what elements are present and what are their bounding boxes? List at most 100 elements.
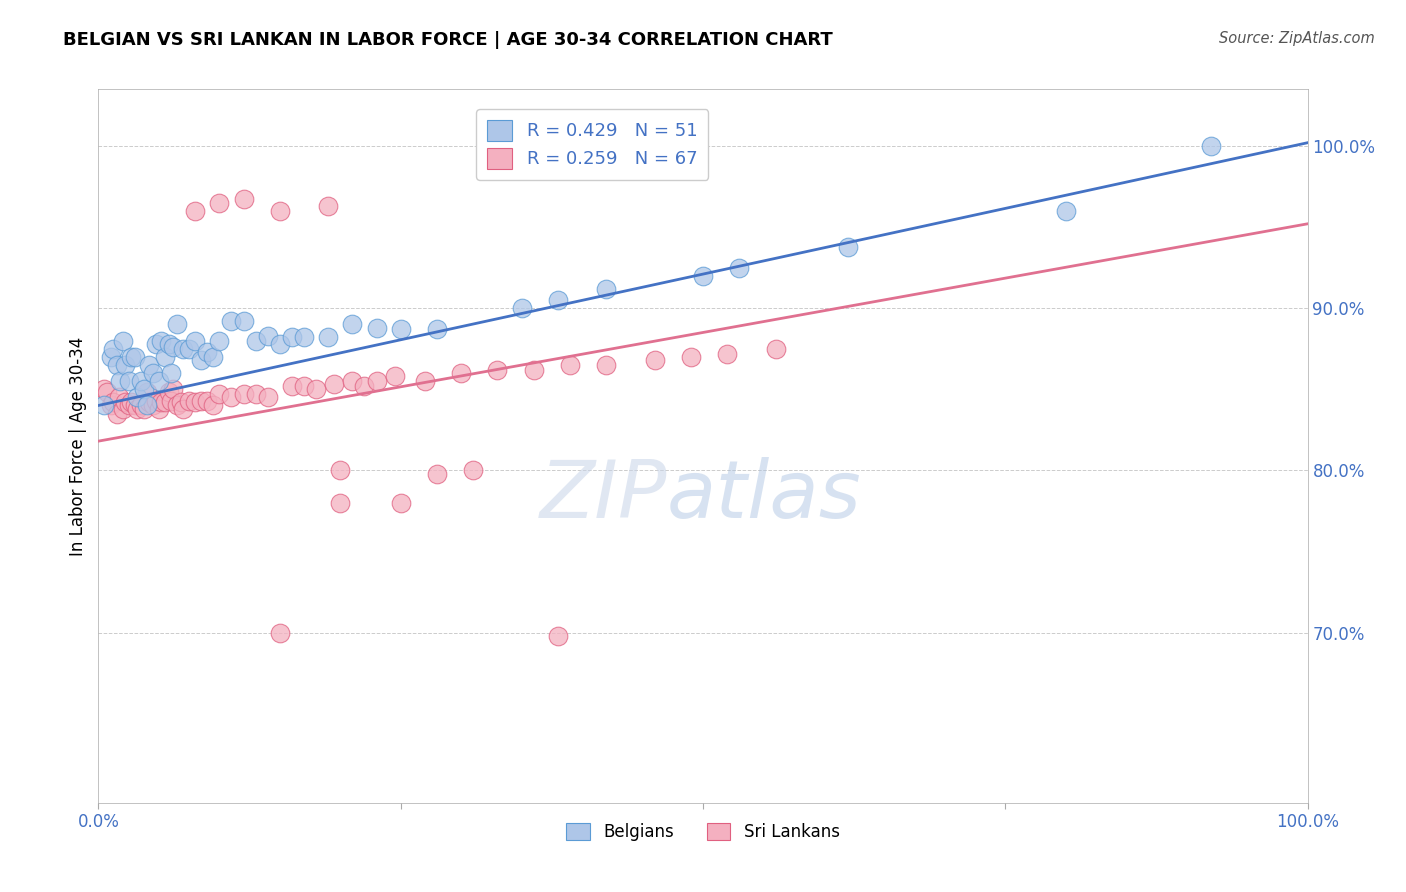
Point bbox=[366, 374, 388, 388]
Point bbox=[120, 395, 142, 409]
Point bbox=[184, 334, 207, 348]
Point bbox=[129, 399, 152, 413]
Point bbox=[179, 393, 201, 408]
Point bbox=[389, 496, 412, 510]
Point bbox=[1199, 139, 1222, 153]
Point bbox=[96, 385, 118, 400]
Point bbox=[232, 314, 254, 328]
Point bbox=[281, 379, 304, 393]
Point bbox=[366, 320, 388, 334]
Point bbox=[160, 393, 183, 408]
Point bbox=[558, 358, 581, 372]
Point bbox=[305, 382, 328, 396]
Point bbox=[342, 374, 364, 388]
Point bbox=[114, 395, 136, 409]
Point bbox=[523, 363, 546, 377]
Point bbox=[190, 353, 212, 368]
Point bbox=[426, 467, 449, 481]
Point bbox=[463, 463, 485, 477]
Point bbox=[150, 395, 173, 409]
Point bbox=[172, 401, 194, 416]
Point bbox=[765, 342, 787, 356]
Point bbox=[124, 350, 146, 364]
Point bbox=[221, 390, 243, 404]
Point bbox=[450, 366, 472, 380]
Point bbox=[208, 195, 231, 210]
Point bbox=[316, 199, 339, 213]
Point bbox=[245, 334, 267, 348]
Point bbox=[162, 340, 184, 354]
Point bbox=[105, 407, 128, 421]
Point bbox=[679, 350, 702, 364]
Point bbox=[190, 393, 212, 408]
Point bbox=[93, 382, 115, 396]
Point bbox=[150, 334, 173, 348]
Point bbox=[202, 399, 225, 413]
Point bbox=[316, 330, 339, 344]
Point bbox=[281, 330, 304, 344]
Point bbox=[202, 350, 225, 364]
Point bbox=[111, 334, 134, 348]
Text: atlas: atlas bbox=[666, 457, 862, 535]
Point bbox=[108, 390, 131, 404]
Point bbox=[728, 260, 751, 275]
Point bbox=[118, 399, 141, 413]
Point bbox=[547, 293, 569, 307]
Point bbox=[172, 342, 194, 356]
Point bbox=[127, 390, 149, 404]
Point bbox=[134, 401, 156, 416]
Text: BELGIAN VS SRI LANKAN IN LABOR FORCE | AGE 30-34 CORRELATION CHART: BELGIAN VS SRI LANKAN IN LABOR FORCE | A… bbox=[63, 31, 832, 49]
Point bbox=[208, 334, 231, 348]
Point bbox=[245, 387, 267, 401]
Point bbox=[101, 342, 124, 356]
Point bbox=[547, 629, 569, 643]
Point bbox=[256, 390, 278, 404]
Point bbox=[142, 366, 165, 380]
Point bbox=[384, 369, 406, 384]
Point bbox=[179, 342, 201, 356]
Point bbox=[323, 377, 346, 392]
Point bbox=[232, 387, 254, 401]
Point bbox=[148, 374, 170, 388]
Point bbox=[105, 358, 128, 372]
Point bbox=[134, 382, 156, 396]
Point bbox=[413, 374, 436, 388]
Point bbox=[148, 401, 170, 416]
Point bbox=[269, 203, 291, 218]
Point bbox=[120, 350, 142, 364]
Point bbox=[221, 314, 243, 328]
Point bbox=[108, 374, 131, 388]
Point bbox=[292, 379, 315, 393]
Point bbox=[426, 322, 449, 336]
Point bbox=[100, 399, 122, 413]
Point bbox=[510, 301, 533, 315]
Point bbox=[93, 399, 115, 413]
Point bbox=[145, 393, 167, 408]
Point bbox=[184, 203, 207, 218]
Point bbox=[269, 336, 291, 351]
Point bbox=[389, 322, 412, 336]
Point bbox=[644, 353, 666, 368]
Legend: Belgians, Sri Lankans: Belgians, Sri Lankans bbox=[560, 816, 846, 848]
Point bbox=[111, 401, 134, 416]
Point bbox=[256, 328, 278, 343]
Point bbox=[114, 358, 136, 372]
Point bbox=[716, 346, 738, 360]
Point bbox=[329, 463, 352, 477]
Point bbox=[142, 399, 165, 413]
Point bbox=[145, 336, 167, 351]
Point bbox=[160, 366, 183, 380]
Point bbox=[135, 385, 157, 400]
Text: ZIP: ZIP bbox=[540, 457, 666, 535]
Point bbox=[195, 345, 218, 359]
Point bbox=[595, 282, 617, 296]
Point bbox=[166, 399, 188, 413]
Point bbox=[232, 193, 254, 207]
Point bbox=[129, 374, 152, 388]
Point bbox=[101, 395, 124, 409]
Point bbox=[353, 379, 375, 393]
Point bbox=[486, 363, 509, 377]
Point bbox=[153, 395, 176, 409]
Point bbox=[342, 318, 364, 332]
Point bbox=[208, 387, 231, 401]
